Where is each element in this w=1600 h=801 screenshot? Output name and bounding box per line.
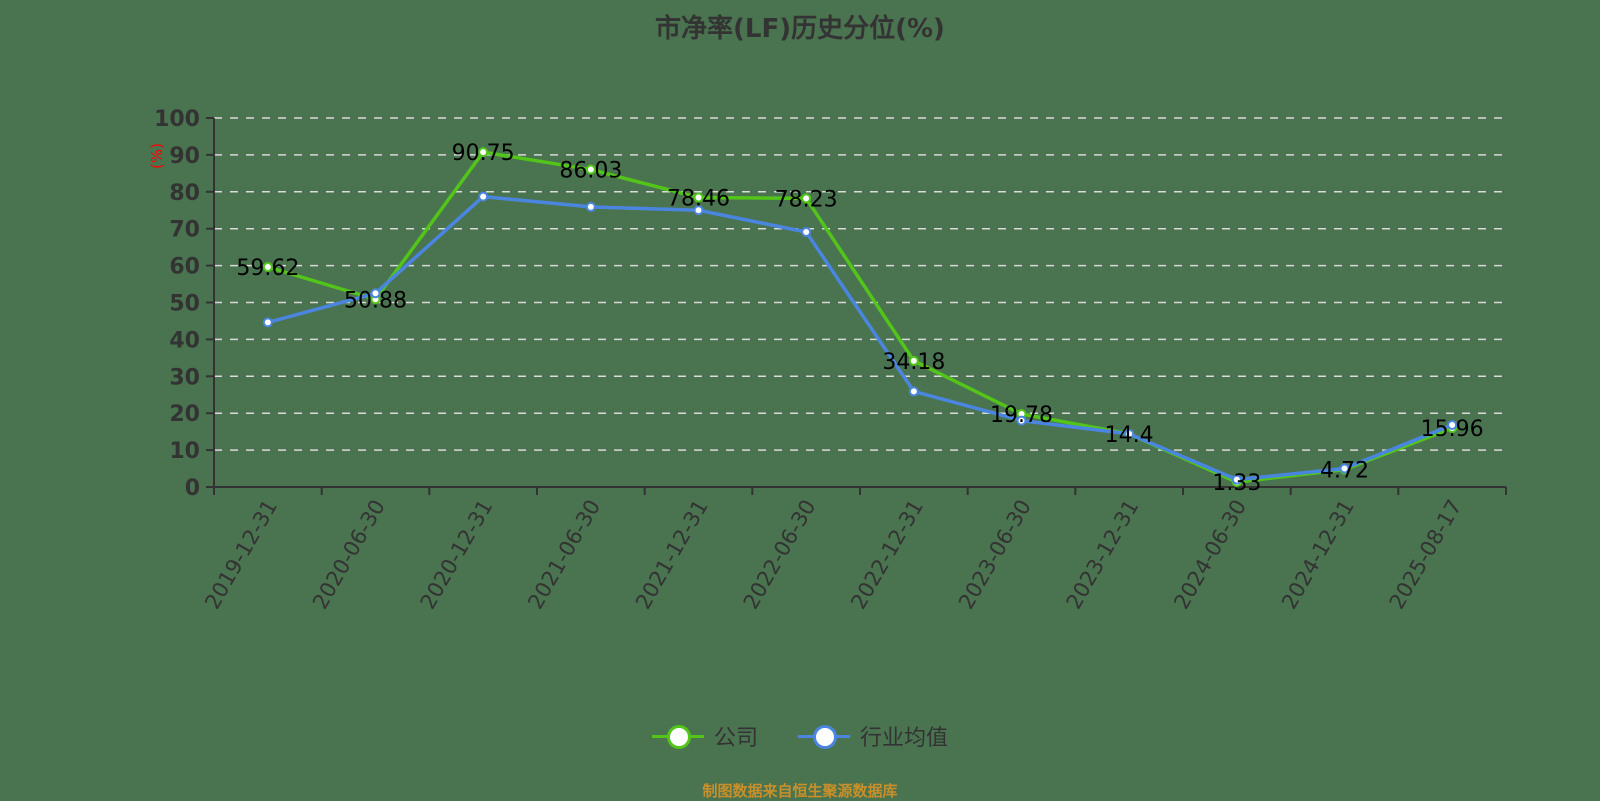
data-point[interactable]: [1124, 428, 1135, 439]
data-point[interactable]: [478, 191, 489, 202]
x-tick-label: 2020-12-31: [416, 496, 498, 614]
x-tick-label: 2024-06-30: [1169, 496, 1251, 614]
x-tick-label: 2020-06-30: [308, 496, 390, 614]
data-point[interactable]: [370, 288, 381, 299]
data-label: 90.75: [452, 141, 515, 166]
data-point[interactable]: [908, 386, 919, 397]
legend-label: 行业均值: [860, 726, 949, 751]
data-point[interactable]: [693, 192, 704, 203]
x-tick-label: 2024-12-31: [1277, 496, 1359, 614]
data-point[interactable]: [1339, 463, 1350, 474]
y-tick-label: 30: [169, 365, 200, 390]
y-axis-label: (%): [148, 143, 166, 169]
data-label: 14.4: [1105, 423, 1154, 448]
data-label: 59.62: [236, 256, 299, 281]
data-label: 19.78: [990, 403, 1053, 428]
y-tick-label: 80: [169, 181, 200, 206]
y-tick-label: 20: [169, 402, 200, 427]
x-tick-label: 2022-06-30: [739, 496, 821, 614]
data-point[interactable]: [693, 205, 704, 216]
legend-item-company[interactable]: 公司: [651, 720, 758, 752]
y-tick-label: 100: [154, 107, 200, 132]
data-point[interactable]: [908, 355, 919, 366]
data-label: 4.72: [1320, 459, 1369, 484]
x-tick-label: 2019-12-31: [200, 496, 282, 614]
data-point[interactable]: [585, 201, 596, 212]
legend-item-industry-avg[interactable]: 行业均值: [798, 720, 948, 752]
data-point[interactable]: [478, 147, 489, 158]
data-point[interactable]: [1447, 420, 1458, 431]
legend-label: 公司: [713, 726, 758, 751]
y-tick-label: 90: [169, 144, 200, 169]
data-point[interactable]: [262, 317, 273, 328]
x-tick-label: 2021-12-31: [631, 496, 713, 614]
data-label: 86.03: [559, 159, 622, 184]
y-tick-label: 10: [169, 439, 200, 464]
x-tick-label: 2021-06-30: [523, 496, 605, 614]
chart-title: 市净率(LF)历史分位(%): [655, 14, 945, 44]
y-tick-label: 40: [169, 328, 200, 353]
x-tick-label: 2023-06-30: [954, 496, 1036, 614]
x-tick-label: 2022-12-31: [846, 496, 928, 614]
data-point[interactable]: [262, 262, 273, 273]
legend-marker-icon: [651, 722, 704, 750]
y-tick-label: 0: [185, 476, 200, 501]
y-tick-label: 50: [169, 292, 200, 317]
x-tick-label: 2025-08-17: [1385, 496, 1467, 614]
data-point[interactable]: [801, 193, 812, 204]
y-tick-label: 70: [169, 218, 200, 243]
legend-marker-icon: [798, 722, 850, 750]
data-label: 78.46: [667, 186, 730, 211]
data-point[interactable]: [801, 227, 812, 238]
data-label: 78.23: [775, 187, 838, 212]
data-point[interactable]: [1016, 415, 1027, 426]
legend: 公司 行业均值: [0, 720, 1600, 752]
data-label: 1.33: [1212, 471, 1261, 496]
data-label: 34.18: [882, 350, 945, 375]
series-line: [267, 194, 1453, 482]
data-label: 50.88: [344, 288, 407, 313]
data-label: 15.96: [1421, 417, 1484, 442]
data-point[interactable]: [1231, 474, 1242, 485]
x-tick-label: 2023-12-31: [1062, 496, 1144, 614]
y-tick-label: 60: [169, 255, 200, 280]
data-point[interactable]: [585, 164, 596, 175]
series-line: [267, 150, 1453, 484]
source-note: 制图数据来自恒生聚源数据库: [702, 782, 898, 800]
